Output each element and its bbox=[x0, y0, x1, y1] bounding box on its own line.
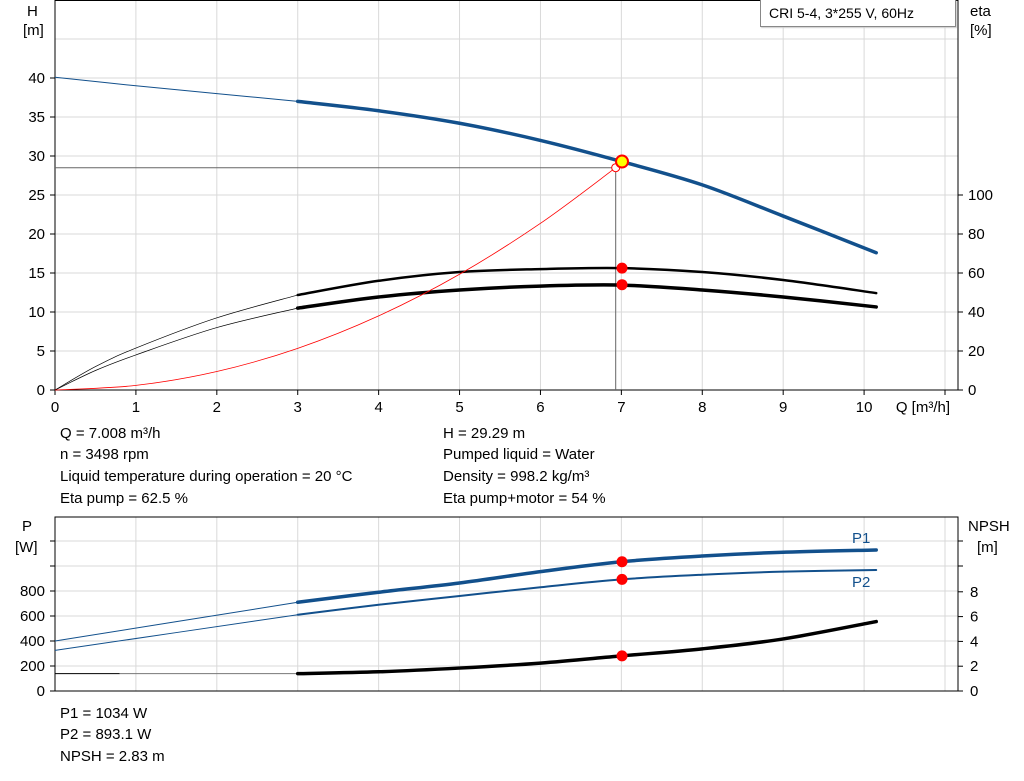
system-curve bbox=[54, 167, 616, 391]
y-tick-label: 600 bbox=[20, 608, 45, 625]
y2-tick-label: 60 bbox=[968, 265, 985, 282]
x-tick-label: 2 bbox=[213, 399, 221, 416]
p2-duty-marker bbox=[616, 573, 628, 585]
p1-curve-extrapolated bbox=[54, 601, 298, 642]
info-liquid: Pumped liquid = Water bbox=[443, 446, 595, 463]
y2-axis-unit: [m] bbox=[977, 539, 998, 556]
p2-label: P2 bbox=[852, 574, 870, 591]
y-tick-label: 35 bbox=[28, 109, 45, 126]
info-eta-pump-motor: Eta pump+motor = 54 % bbox=[443, 490, 606, 507]
eta-duty-marker bbox=[616, 279, 628, 291]
info-eta-pump: Eta pump = 62.5 % bbox=[60, 490, 188, 507]
x-tick-label: 7 bbox=[617, 399, 625, 416]
y-axis-label: P bbox=[22, 518, 32, 535]
head-curve bbox=[295, 99, 878, 255]
y2-tick-label: 2 bbox=[970, 658, 978, 675]
npsh-curve bbox=[295, 619, 878, 676]
eta-pump-curve bbox=[296, 266, 878, 297]
y2-tick-label: 0 bbox=[970, 683, 978, 700]
plot-frame bbox=[54, 516, 959, 692]
pump-legend-box: CRI 5-4, 3*255 V, 60Hz bbox=[760, 0, 956, 27]
info-temperature: Liquid temperature during operation = 20… bbox=[60, 468, 353, 485]
p2-curve bbox=[296, 569, 878, 616]
y-tick-label: 200 bbox=[20, 658, 45, 675]
x-tick-label: 3 bbox=[294, 399, 302, 416]
y2-tick-label: 8 bbox=[970, 584, 978, 601]
y2-axis-label: NPSH bbox=[968, 518, 1010, 535]
npsh-duty-marker bbox=[616, 650, 628, 662]
y2-axis-unit: [%] bbox=[970, 22, 992, 39]
y2-tick-label: 100 bbox=[968, 187, 993, 204]
y-tick-label: 20 bbox=[28, 226, 45, 243]
y2-tick-label: 6 bbox=[970, 609, 978, 626]
info-p1: P1 = 1034 W bbox=[60, 705, 148, 722]
y-axis-label: H bbox=[27, 3, 38, 20]
eta-duty-marker bbox=[616, 262, 628, 274]
p1-curve bbox=[295, 548, 878, 604]
x-axis-label: Q [m³/h] bbox=[896, 399, 950, 416]
eta-pump-motor-curve-extrapolated bbox=[54, 307, 298, 391]
y-tick-label: 0 bbox=[37, 382, 45, 399]
y2-tick-label: 20 bbox=[968, 343, 985, 360]
info-npsh: NPSH = 2.83 m bbox=[60, 748, 165, 765]
y-axis-unit: [W] bbox=[15, 539, 38, 556]
x-tick-label: 0 bbox=[51, 399, 59, 416]
p2-curve-extrapolated bbox=[54, 614, 298, 651]
info-density: Density = 998.2 kg/m³ bbox=[443, 468, 590, 485]
info-speed: n = 3498 rpm bbox=[60, 446, 149, 463]
y-tick-label: 30 bbox=[28, 148, 45, 165]
duty-point-marker bbox=[615, 154, 630, 169]
y2-tick-label: 80 bbox=[968, 226, 985, 243]
x-tick-label: 1 bbox=[132, 399, 140, 416]
eta-pump-motor-curve bbox=[295, 283, 878, 310]
eta-pump-curve-extrapolated bbox=[54, 294, 298, 391]
y-tick-label: 10 bbox=[28, 304, 45, 321]
info-flow: Q = 7.008 m³/h bbox=[60, 425, 161, 442]
info-head: H = 29.29 m bbox=[443, 425, 526, 442]
x-tick-label: 10 bbox=[856, 399, 873, 416]
y-tick-label: 5 bbox=[37, 343, 45, 360]
y2-tick-label: 0 bbox=[968, 382, 976, 399]
y-tick-label: 25 bbox=[28, 187, 45, 204]
x-tick-label: 4 bbox=[374, 399, 382, 416]
y-tick-label: 40 bbox=[28, 70, 45, 87]
y-axis-unit: [m] bbox=[23, 22, 44, 39]
y-tick-label: 0 bbox=[37, 683, 45, 700]
p1-duty-marker bbox=[616, 556, 628, 568]
info-p2: P2 = 893.1 W bbox=[60, 726, 152, 743]
y-tick-label: 400 bbox=[20, 633, 45, 650]
x-tick-label: 6 bbox=[536, 399, 544, 416]
x-tick-label: 8 bbox=[698, 399, 706, 416]
y2-tick-label: 40 bbox=[968, 304, 985, 321]
x-tick-label: 5 bbox=[455, 399, 463, 416]
y-tick-label: 800 bbox=[20, 583, 45, 600]
y2-axis-label: eta bbox=[970, 3, 992, 20]
y2-tick-label: 4 bbox=[970, 633, 978, 650]
x-tick-label: 9 bbox=[779, 399, 787, 416]
head-curve-extrapolated bbox=[54, 76, 298, 102]
p1-label: P1 bbox=[852, 530, 870, 547]
y-tick-label: 15 bbox=[28, 265, 45, 282]
